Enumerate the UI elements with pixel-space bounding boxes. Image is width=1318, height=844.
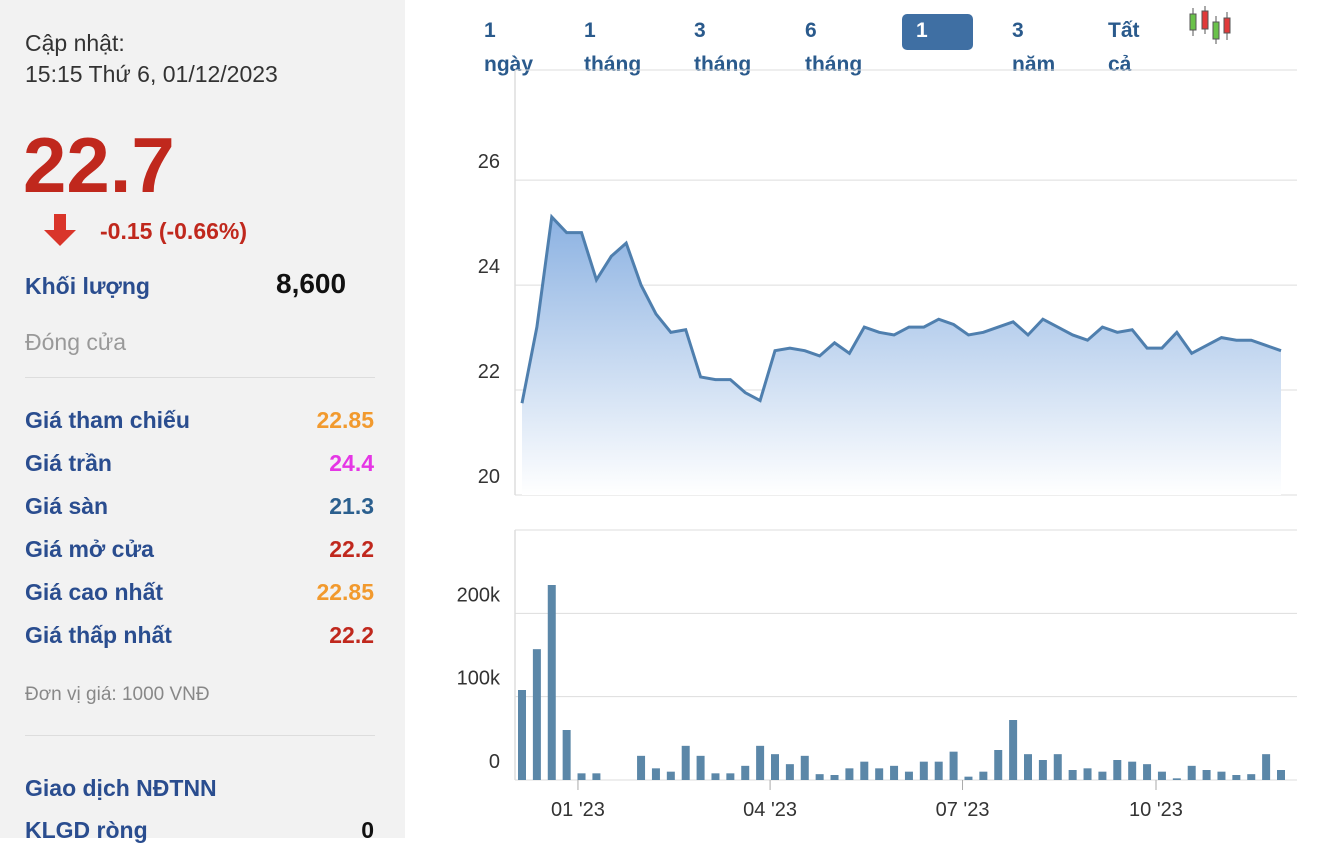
volume-bar: [890, 765, 899, 780]
volume-bar: [979, 771, 988, 780]
volume-bar: [1053, 754, 1062, 780]
volume-bar: [875, 768, 884, 780]
volume-bar: [1202, 770, 1211, 780]
volume-label: Khối lượng: [25, 273, 150, 299]
timestamp: 15:15 Thứ 6, 01/12/2023: [25, 61, 278, 87]
volume-bar: [666, 771, 675, 780]
price: 22.7: [23, 121, 175, 209]
y-tick-label: 24: [478, 256, 500, 278]
volume-bar: [1024, 754, 1032, 780]
volume-bar: [1128, 761, 1137, 780]
volume-bar: [860, 761, 869, 780]
volume-bar: [1038, 760, 1047, 780]
row-value: 22.2: [329, 536, 374, 562]
row-value: 21.3: [329, 493, 374, 519]
area-fill: [522, 216, 1281, 495]
volume-bar: [1217, 771, 1226, 780]
row-label: Giá sàn: [25, 493, 109, 519]
volume-bar: [964, 776, 973, 780]
volume-bar: [771, 754, 779, 780]
volume-bar: [1277, 770, 1285, 780]
volume-bar: [1083, 768, 1092, 780]
divider: [25, 735, 375, 736]
volume-bar: [1172, 778, 1181, 780]
divider: [25, 377, 375, 378]
volume-bar: [830, 775, 839, 780]
volume-bar: [711, 773, 720, 780]
volume-bar: [919, 761, 928, 780]
volume-bar: [741, 765, 750, 780]
volume-bar: [696, 755, 705, 780]
volume-bar: [1009, 720, 1018, 780]
row-label: Giá cao nhất: [25, 579, 164, 605]
volume-bar: [949, 751, 958, 780]
candle-icon[interactable]: [1186, 6, 1234, 48]
price-line: [520, 213, 1282, 404]
volume-bar: [756, 745, 765, 780]
volume-bar: [532, 649, 541, 780]
volume-bar: [1098, 771, 1107, 780]
volume-bar: [577, 773, 586, 780]
volume-bar: [726, 773, 735, 780]
volume-bar: [845, 768, 854, 780]
volume-bar: [562, 730, 571, 780]
volume-bar: [1157, 771, 1166, 780]
volume-bar: [1113, 760, 1122, 780]
volume-bar: [800, 755, 809, 780]
y-tick-label: 100k: [457, 668, 501, 690]
volume-value: 8,600: [276, 268, 347, 299]
unit-note: Đơn vị giá: 1000 VNĐ: [25, 684, 210, 705]
volume-bar: [1187, 765, 1196, 780]
update-label: Cập nhật:: [25, 30, 125, 56]
y-tick-label: 200k: [457, 584, 501, 606]
x-tick-label: 04 '23: [743, 799, 797, 821]
x-tick-label: 10 '23: [1129, 799, 1183, 821]
net-value: 0: [361, 817, 374, 843]
row-value: 22.85: [316, 579, 374, 605]
x-tick-label: 01 '23: [551, 799, 605, 821]
down-arrow: [44, 214, 76, 246]
row-value: 22.2: [329, 622, 374, 648]
y-tick-label: 22: [478, 361, 500, 383]
row-value: 24.4: [329, 450, 374, 476]
volume-bar: [785, 764, 794, 780]
info-panel: Cập nhật: 15:15 Thứ 6, 01/12/2023 22.7 -…: [0, 0, 405, 843]
row-value: 22.85: [316, 407, 374, 433]
volume-bar: [994, 750, 1003, 780]
volume-bar: [637, 755, 646, 780]
y-tick-label: 20: [478, 466, 500, 488]
volume-bar: [1068, 770, 1077, 780]
volume-bar: [904, 771, 913, 780]
y-tick-label: 0: [489, 751, 500, 773]
volume-bar: [592, 773, 601, 780]
row-label: Giá tham chiếu: [25, 407, 190, 433]
foreign-title: Giao dịch NĐTNN: [25, 775, 217, 801]
session-status: Đóng cửa: [25, 329, 127, 355]
row-label: Giá mở cửa: [25, 536, 154, 562]
volume-bar: [1247, 774, 1256, 780]
volume-bar: [547, 585, 556, 780]
volume-bar: [934, 761, 943, 780]
volume-bar: [651, 768, 660, 780]
volume-bar: [518, 690, 526, 780]
row-label: Giá thấp nhất: [25, 622, 172, 648]
price-change: -0.15 (-0.66%): [100, 218, 248, 244]
volume-bar: [815, 774, 824, 780]
volume-bar: [1143, 764, 1152, 780]
x-tick-label: 07 '23: [936, 799, 990, 821]
volume-bar: [1232, 775, 1241, 780]
volume-bar: [1262, 754, 1271, 780]
row-label: Giá trần: [25, 450, 112, 476]
y-tick-label: 26: [478, 151, 500, 173]
volume-bar: [681, 745, 690, 780]
